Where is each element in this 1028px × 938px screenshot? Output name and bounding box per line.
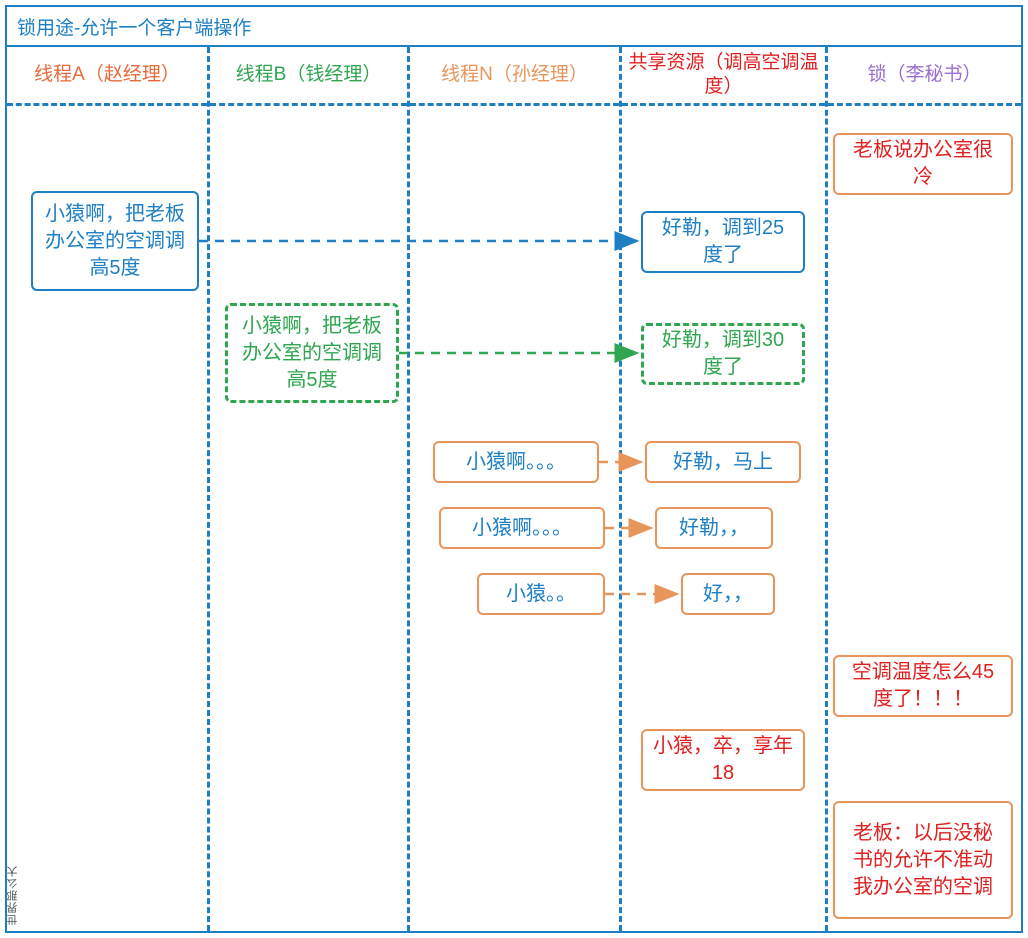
lane-header-L: 锁（李秘书） (828, 47, 1021, 103)
box-l3: 老板：以后没秘书的允许不准动我办公室的空调 (833, 801, 1013, 919)
diagram-title: 锁用途-允许一个客户端操作 (7, 7, 1021, 47)
box-r1: 好勒，调到25度了 (641, 211, 805, 273)
box-r5: 好，， (681, 573, 775, 615)
box-r6: 小猿，卒，享年18 (641, 729, 805, 791)
diagram-frame: 锁用途-允许一个客户端操作 线程A（赵经理）线程B（钱经理）线程N（孙经理）共享… (5, 5, 1023, 933)
lane-header-A: 线程A（赵经理） (7, 47, 207, 103)
box-r4: 好勒，， (655, 507, 773, 549)
lane-header-R: 共享资源（调高空调温度） (622, 47, 825, 103)
lanes-container: 线程A（赵经理）线程B（钱经理）线程N（孙经理）共享资源（调高空调温度）锁（李秘… (7, 47, 1021, 931)
lane-header-B: 线程B（钱经理） (210, 47, 407, 103)
box-a1: 小猿啊，把老板办公室的空调调高5度 (31, 191, 199, 291)
lane-body-B (210, 103, 407, 931)
lane-A: 线程A（赵经理） (7, 47, 207, 931)
lane-R: 共享资源（调高空调温度） (619, 47, 825, 931)
box-n1: 小猿啊。。。 (433, 441, 599, 483)
box-r2: 好勒，调到30度了 (641, 323, 805, 385)
lane-N: 线程N（孙经理） (407, 47, 619, 931)
box-l1: 老板说办公室很冷 (833, 133, 1013, 195)
lane-header-N: 线程N（孙经理） (410, 47, 619, 103)
box-n2: 小猿啊。。。 (439, 507, 605, 549)
lane-B: 线程B（钱经理） (207, 47, 407, 931)
box-n3: 小猿。。 (477, 573, 605, 615)
box-l2: 空调温度怎么45度了！！！ (833, 655, 1013, 717)
box-b1: 小猿啊，把老板办公室的空调调高5度 (225, 303, 399, 403)
watermark: 世界那么大 (5, 865, 21, 925)
box-r3: 好勒，马上 (645, 441, 801, 483)
